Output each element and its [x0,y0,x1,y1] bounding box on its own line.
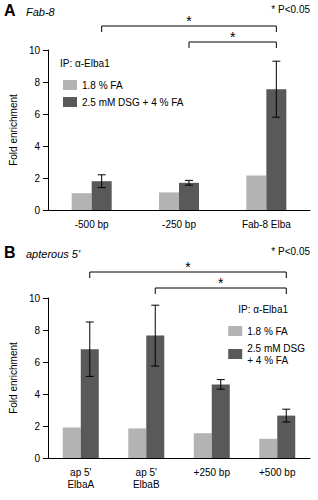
svg-text:-250 bp: -250 bp [162,219,196,230]
svg-text:IP: α-Elba1: IP: α-Elba1 [238,304,288,315]
svg-text:*: * [218,275,224,291]
svg-text:2: 2 [34,173,40,184]
svg-text:8: 8 [34,325,40,336]
svg-text:2.5 mM DSG: 2.5 mM DSG [247,343,305,354]
svg-text:+ 4 % FA: + 4 % FA [247,355,288,366]
svg-text:Fab-8 Elba: Fab-8 Elba [242,219,291,230]
svg-text:0: 0 [34,205,40,216]
svg-text:IP: α-Elba1: IP: α-Elba1 [60,58,110,69]
svg-text:* P<0.05: * P<0.05 [271,4,310,15]
svg-text:* P<0.05: * P<0.05 [271,246,310,257]
svg-text:apterous 5': apterous 5' [26,248,81,260]
svg-text:ap 5': ap 5' [70,467,91,478]
svg-text:*: * [185,259,191,275]
svg-text:8: 8 [34,77,40,88]
svg-text:10: 10 [29,293,41,304]
svg-text:*: * [230,29,236,45]
svg-text:ap 5': ap 5' [136,467,157,478]
svg-text:Fold enrichment: Fold enrichment [8,94,19,166]
svg-text:1.8 % FA: 1.8 % FA [247,326,288,337]
svg-text:+500 bp: +500 bp [259,467,296,478]
svg-text:4: 4 [34,389,40,400]
svg-text:A: A [4,2,16,19]
svg-text:2.5 mM DSG + 4 % FA: 2.5 mM DSG + 4 % FA [82,97,184,108]
svg-text:*: * [186,13,192,29]
svg-text:4: 4 [34,141,40,152]
svg-text:ElbaB: ElbaB [133,479,160,490]
svg-text:Fold enrichment: Fold enrichment [8,342,19,414]
svg-text:Fab-8: Fab-8 [26,6,56,18]
svg-text:0: 0 [34,453,40,464]
svg-text:B: B [4,244,16,261]
svg-text:-500 bp: -500 bp [75,219,109,230]
svg-text:ElbaA: ElbaA [67,479,94,490]
svg-text:+250 bp: +250 bp [194,467,231,478]
svg-text:2: 2 [34,421,40,432]
svg-text:10: 10 [29,45,41,56]
svg-text:6: 6 [34,357,40,368]
svg-text:6: 6 [34,109,40,120]
svg-text:1.8 % FA: 1.8 % FA [82,80,123,91]
